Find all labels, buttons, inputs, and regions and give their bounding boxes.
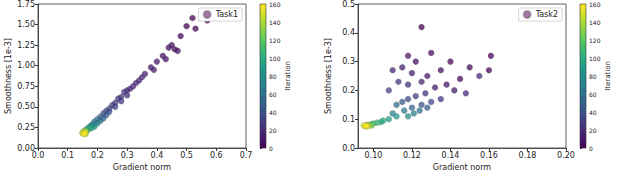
svg-text:40: 40 <box>589 109 597 116</box>
svg-text:0.16: 0.16 <box>480 151 498 160</box>
svg-text:0.3: 0.3 <box>121 151 134 160</box>
svg-text:0.20: 0.20 <box>557 151 575 160</box>
svg-text:20: 20 <box>269 127 277 134</box>
svg-text:60: 60 <box>269 91 277 98</box>
svg-text:0.5: 0.5 <box>180 151 193 160</box>
svg-text:0.3: 0.3 <box>342 57 355 66</box>
svg-text:0.5: 0.5 <box>342 0 355 9</box>
svg-text:20: 20 <box>589 127 597 134</box>
svg-text:1.50: 1.50 <box>17 20 35 29</box>
svg-text:0.18: 0.18 <box>519 151 537 160</box>
svg-text:Task2: Task2 <box>535 10 558 19</box>
svg-text:100: 100 <box>269 55 281 62</box>
svg-text:0.12: 0.12 <box>403 151 421 160</box>
svg-text:1.25: 1.25 <box>17 41 35 50</box>
svg-text:60: 60 <box>589 91 597 98</box>
svg-text:Smoothness [1e-3]: Smoothness [1e-3] <box>324 38 333 114</box>
svg-text:0.0: 0.0 <box>32 151 45 160</box>
svg-text:1.00: 1.00 <box>17 61 35 70</box>
svg-text:0.25: 0.25 <box>17 123 35 132</box>
svg-text:0.10: 0.10 <box>365 151 383 160</box>
svg-text:0.4: 0.4 <box>342 28 355 37</box>
svg-text:80: 80 <box>269 73 277 80</box>
svg-text:Gradient norm: Gradient norm <box>433 163 491 172</box>
svg-text:0.50: 0.50 <box>17 102 35 111</box>
svg-text:0.0: 0.0 <box>342 144 355 153</box>
svg-text:160: 160 <box>269 1 281 8</box>
svg-text:140: 140 <box>269 19 281 26</box>
svg-text:Smoothness [1e-3]: Smoothness [1e-3] <box>4 38 13 114</box>
svg-text:0.75: 0.75 <box>17 82 35 91</box>
svg-text:140: 140 <box>589 19 601 26</box>
svg-text:0.1: 0.1 <box>342 115 355 124</box>
svg-text:0.00: 0.00 <box>17 143 35 153</box>
svg-text:Gradient norm: Gradient norm <box>113 163 171 172</box>
svg-text:0: 0 <box>589 145 593 152</box>
svg-text:80: 80 <box>589 73 597 80</box>
svg-text:Iteration: Iteration <box>604 61 612 91</box>
svg-text:0.7: 0.7 <box>240 151 253 160</box>
svg-text:1.75: 1.75 <box>17 0 35 9</box>
svg-text:100: 100 <box>589 55 601 62</box>
svg-text:0.1: 0.1 <box>61 151 74 160</box>
svg-text:160: 160 <box>589 1 601 8</box>
svg-text:0.6: 0.6 <box>210 151 223 160</box>
svg-text:0.4: 0.4 <box>150 151 163 160</box>
svg-text:0.2: 0.2 <box>91 151 104 160</box>
svg-text:0.14: 0.14 <box>442 151 460 160</box>
svg-text:120: 120 <box>589 37 601 44</box>
svg-text:120: 120 <box>269 37 281 44</box>
svg-text:40: 40 <box>269 109 277 116</box>
svg-text:Iteration: Iteration <box>284 61 292 91</box>
svg-text:0: 0 <box>269 145 273 152</box>
svg-text:Task1: Task1 <box>215 10 238 19</box>
svg-text:0.2: 0.2 <box>342 86 355 95</box>
